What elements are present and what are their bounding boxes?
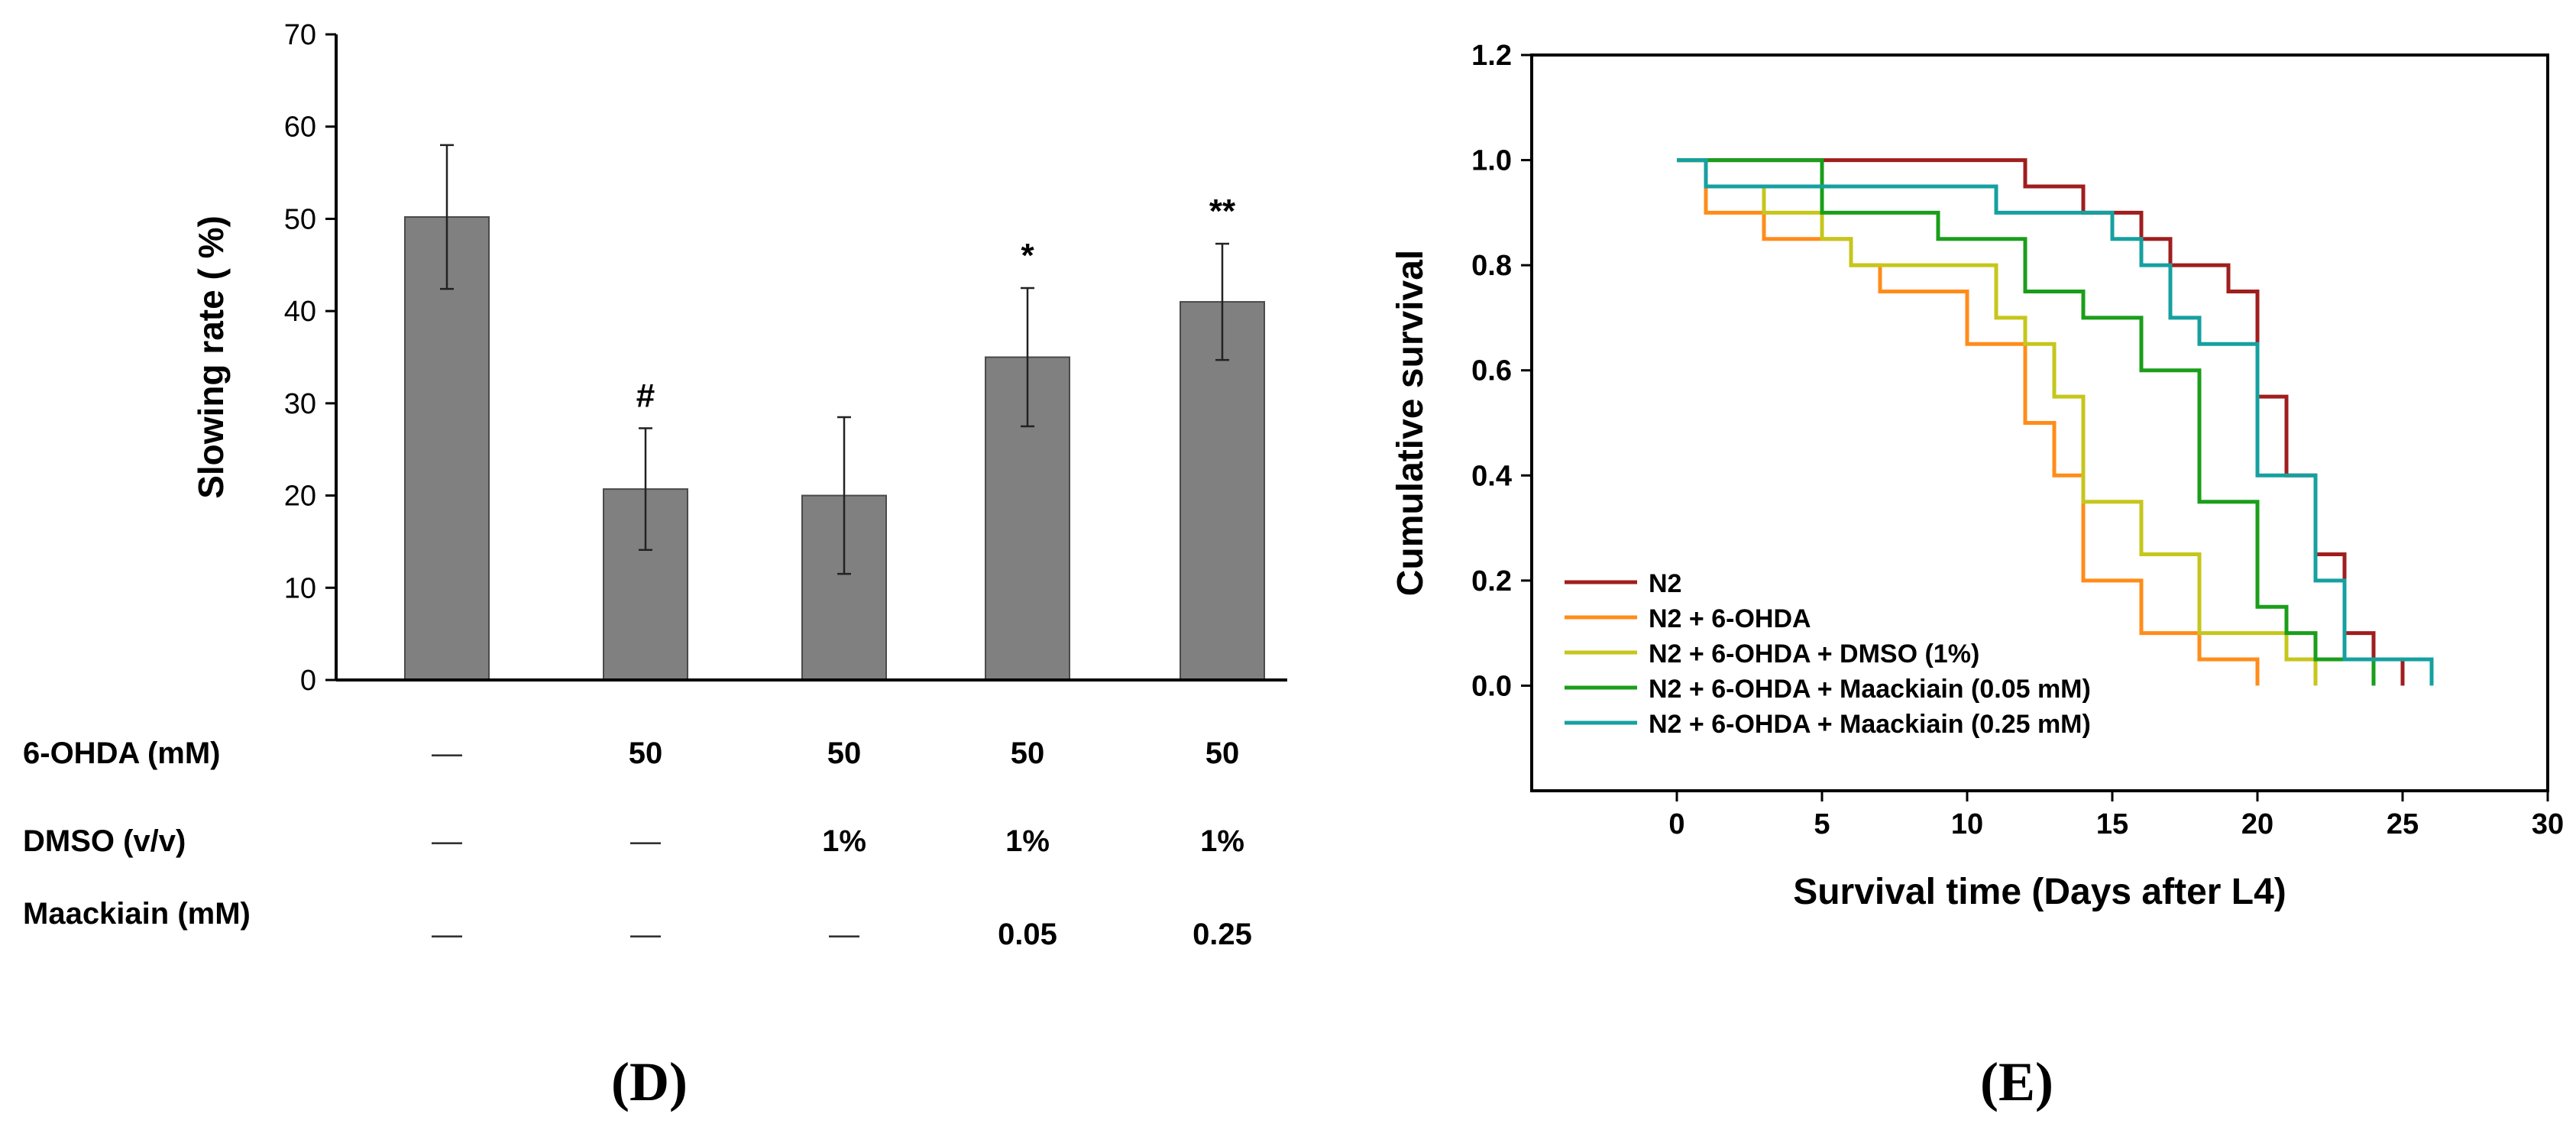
condition-value: — bbox=[829, 918, 859, 951]
y-tick-label: 70 bbox=[284, 19, 316, 51]
y-tick-label: 50 bbox=[284, 203, 316, 235]
condition-value: 1% bbox=[1005, 824, 1050, 858]
significance-marker: # bbox=[636, 377, 655, 414]
x-tick-label: 15 bbox=[2096, 808, 2128, 840]
condition-value: — bbox=[432, 824, 462, 858]
y-tick-label: 60 bbox=[284, 112, 316, 144]
y-tick-label: 30 bbox=[284, 388, 316, 420]
y-tick-label: 10 bbox=[284, 572, 316, 604]
survival-curve bbox=[1677, 158, 2376, 686]
panel-label-d: (D) bbox=[611, 1051, 688, 1112]
panel-label-e: (E) bbox=[1980, 1051, 2053, 1112]
condition-row-label: DMSO (v/v) bbox=[23, 824, 186, 858]
y-tick-label: 0.6 bbox=[1471, 355, 1512, 387]
condition-value: 50 bbox=[1205, 737, 1240, 770]
y-axis-label: Slowing rate ( %) bbox=[191, 215, 231, 499]
condition-value: 1% bbox=[1200, 824, 1244, 858]
survival-chart: 0.0 0.2 0.4 0.6 0.8 1.0 1.2 0 5 10 15 20 25 30 Surviva… bbox=[1390, 40, 2564, 912]
condition-value: 0.05 bbox=[998, 918, 1057, 951]
condition-value: 50 bbox=[1011, 737, 1045, 770]
x-axis-label: Survival time (Days after L4) bbox=[1793, 872, 2286, 912]
condition-value: — bbox=[630, 824, 661, 858]
y-tick-label: 0.8 bbox=[1471, 250, 1512, 282]
x-tick-label: 25 bbox=[2387, 808, 2419, 840]
bar bbox=[404, 216, 490, 681]
plot-frame bbox=[1530, 53, 2549, 792]
condition-value: 50 bbox=[827, 737, 862, 770]
y-tick-label: 0.0 bbox=[1471, 670, 1512, 702]
condition-row-label: Maackiain (mM) bbox=[23, 897, 251, 931]
condition-value: 1% bbox=[822, 824, 866, 858]
condition-value: — bbox=[432, 737, 462, 770]
condition-value: 50 bbox=[629, 737, 663, 770]
significance-marker: * bbox=[1021, 237, 1034, 274]
x-tick-label: 10 bbox=[1951, 808, 1983, 840]
significance-marker: ** bbox=[1209, 193, 1236, 230]
condition-value: 0.25 bbox=[1193, 918, 1252, 951]
y-tick-label: 40 bbox=[284, 296, 316, 328]
survival-curve bbox=[1677, 158, 2405, 686]
x-tick-label: 20 bbox=[2241, 808, 2273, 840]
legend-entry: N2 + 6-OHDA + Maackiain (0.25 mM) bbox=[1649, 710, 2091, 739]
y-axis-label: Cumulative survival bbox=[1390, 250, 1431, 597]
y-tick-label: 0.2 bbox=[1471, 565, 1512, 597]
legend-entry: N2 + 6-OHDA bbox=[1649, 604, 1811, 633]
survival-curve bbox=[1677, 158, 2434, 686]
y-tick-label: 1.2 bbox=[1471, 40, 1512, 72]
legend-entry: N2 + 6-OHDA + DMSO (1%) bbox=[1649, 639, 1979, 669]
condition-value: — bbox=[630, 918, 661, 951]
y-tick-label: 0.4 bbox=[1471, 460, 1512, 492]
x-tick-label: 30 bbox=[2532, 808, 2564, 840]
y-tick-label: 1.0 bbox=[1471, 145, 1512, 177]
condition-row-label: 6-OHDA (mM) bbox=[23, 737, 221, 770]
y-tick-label: 20 bbox=[284, 481, 316, 513]
bar bbox=[1180, 301, 1265, 681]
condition-value: — bbox=[432, 918, 462, 951]
legend-entry: N2 + 6-OHDA + Maackiain (0.05 mM) bbox=[1649, 675, 2091, 704]
x-tick-label: 5 bbox=[1814, 808, 1830, 840]
legend-entry: N2 bbox=[1649, 569, 1681, 598]
survival-curve bbox=[1677, 158, 2318, 686]
x-tick-label: 0 bbox=[1668, 808, 1684, 840]
y-tick-label: 0 bbox=[300, 665, 316, 697]
